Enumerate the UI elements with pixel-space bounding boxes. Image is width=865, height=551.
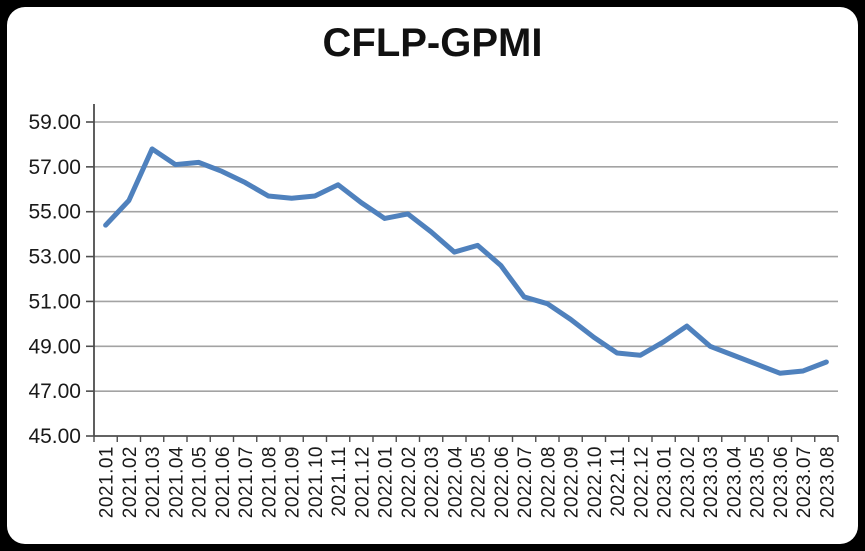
x-tick-label: 2023.05 — [748, 446, 769, 518]
y-axis-ticks — [86, 121, 94, 437]
x-tick-label: 2022.09 — [562, 446, 583, 518]
x-tick-label: 2021.05 — [190, 446, 211, 518]
x-tick-label: 2023.04 — [724, 446, 745, 518]
x-tick-label: 2023.07 — [794, 446, 815, 518]
x-tick-label: 2021.11 — [329, 446, 350, 517]
x-axis-labels: 2021.01 2021.02 2021.03 2021.04 2021.05 2021.… — [97, 446, 839, 518]
chart-card: CFLP-GPMI — [7, 7, 858, 544]
x-tick-label: 2021.04 — [166, 446, 187, 518]
x-tick-label: 2023.03 — [701, 446, 722, 518]
x-tick-label: 2022.03 — [422, 446, 443, 518]
x-tick-label: 2021.10 — [306, 446, 327, 518]
x-tick-label: 2021.06 — [213, 446, 234, 518]
x-tick-label: 2022.02 — [399, 446, 420, 518]
x-tick-label: 2022.06 — [492, 446, 513, 518]
y-tick-label: 59.00 — [28, 111, 81, 134]
x-tick-label: 2023.08 — [817, 446, 838, 518]
x-tick-label: 2022.12 — [631, 446, 652, 518]
pmi-series-line — [103, 146, 829, 376]
x-tick-label: 2021.09 — [283, 446, 304, 518]
y-tick-label: 47.00 — [28, 380, 81, 403]
y-tick-label: 51.00 — [28, 290, 81, 313]
x-tick-label: 2022.10 — [585, 446, 606, 518]
x-tick-label: 2023.02 — [678, 446, 699, 518]
x-tick-label: 2022.07 — [515, 446, 536, 518]
x-tick-label: 2022.05 — [469, 446, 490, 518]
y-tick-label: 49.00 — [28, 335, 81, 358]
axes — [93, 104, 838, 437]
x-tick-label: 2021.07 — [236, 446, 257, 518]
y-axis-labels: 45.00 47.00 49.00 51.00 53.00 55.00 57.00 59.00 — [28, 111, 81, 448]
x-tick-label: 2021.12 — [352, 446, 373, 518]
chart-title: CFLP-GPMI — [322, 21, 543, 65]
x-tick-label: 2022.11 — [608, 446, 629, 517]
y-tick-label: 55.00 — [28, 201, 81, 224]
x-tick-label: 2021.02 — [120, 446, 141, 518]
gridlines — [94, 121, 838, 392]
y-tick-label: 57.00 — [28, 156, 81, 179]
x-tick-label: 2021.08 — [259, 446, 280, 518]
x-tick-label: 2023.01 — [655, 446, 676, 518]
x-tick-label: 2021.03 — [143, 446, 164, 518]
x-tick-label: 2021.01 — [97, 446, 118, 518]
x-tick-label: 2022.04 — [445, 446, 466, 518]
x-tick-label: 2022.01 — [376, 446, 397, 518]
x-tick-label: 2022.08 — [538, 446, 559, 518]
x-tick-label: 2023.06 — [771, 446, 792, 518]
y-tick-label: 45.00 — [28, 425, 81, 448]
y-tick-label: 53.00 — [28, 246, 81, 269]
x-axis-ticks — [93, 436, 839, 442]
